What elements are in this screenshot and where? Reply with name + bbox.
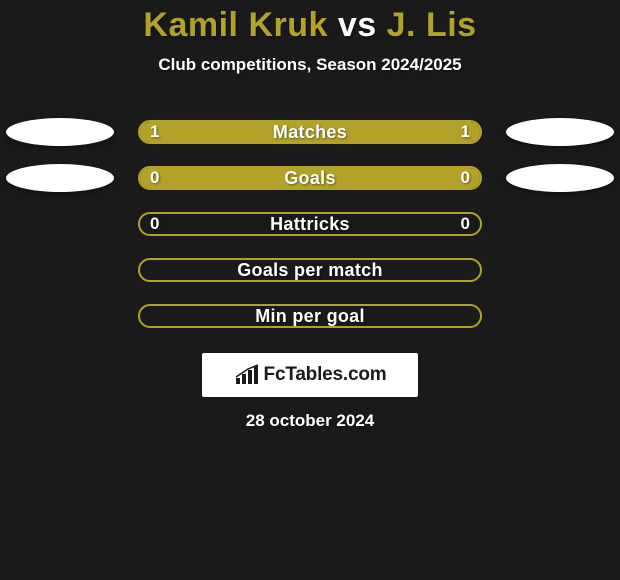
chart-icon xyxy=(234,364,260,386)
stat-label: Matches xyxy=(140,122,480,142)
stat-row: 00Hattricks xyxy=(0,201,620,247)
player1-badge xyxy=(6,118,114,146)
stat-label: Min per goal xyxy=(140,306,480,326)
player1-name: Kamil Kruk xyxy=(143,6,328,44)
stat-bar: Min per goal xyxy=(138,304,482,328)
stat-bar: 11Matches xyxy=(138,120,482,144)
stat-row: Goals per match xyxy=(0,247,620,293)
logo-text: FcTables.com xyxy=(264,364,387,386)
stat-bar: 00Hattricks xyxy=(138,212,482,236)
stat-label: Goals xyxy=(140,168,480,188)
stat-label: Goals per match xyxy=(140,260,480,280)
page-title: Kamil Kruk vs J. Lis xyxy=(0,0,620,45)
stat-row: 00Goals xyxy=(0,155,620,201)
date: 28 october 2024 xyxy=(0,411,620,431)
player2-name: J. Lis xyxy=(387,6,477,44)
stat-bar: 00Goals xyxy=(138,166,482,190)
player1-badge xyxy=(6,164,114,192)
player2-badge xyxy=(506,164,614,192)
subtitle: Club competitions, Season 2024/2025 xyxy=(0,55,620,75)
stat-row: Min per goal xyxy=(0,293,620,339)
stat-bar: Goals per match xyxy=(138,258,482,282)
comparison-card: Kamil Kruk vs J. Lis Club competitions, … xyxy=(0,0,620,580)
player2-badge xyxy=(506,118,614,146)
logo-box[interactable]: FcTables.com xyxy=(202,353,418,397)
stat-label: Hattricks xyxy=(140,214,480,234)
stat-rows: 11Matches 00Goals 00Hattricks Goals per mat… xyxy=(0,109,620,339)
stat-row: 11Matches xyxy=(0,109,620,155)
vs-label: vs xyxy=(338,6,377,44)
